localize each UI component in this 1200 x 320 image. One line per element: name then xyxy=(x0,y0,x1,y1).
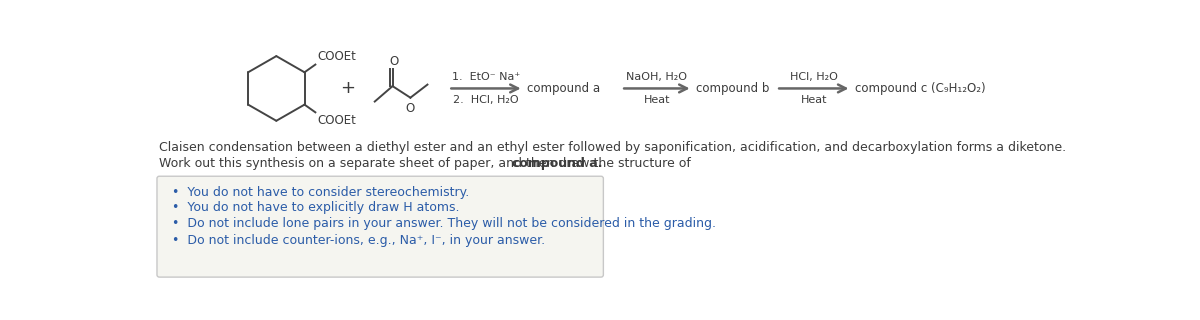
Text: O: O xyxy=(406,101,415,115)
Text: Heat: Heat xyxy=(643,95,670,105)
Text: 1.  EtO⁻ Na⁺: 1. EtO⁻ Na⁺ xyxy=(452,72,520,82)
Text: compound c (C₉H₁₂O₂): compound c (C₉H₁₂O₂) xyxy=(856,82,986,95)
Text: •  You do not have to explicitly draw H atoms.: • You do not have to explicitly draw H a… xyxy=(172,201,460,214)
Text: Heat: Heat xyxy=(800,95,827,105)
Text: compound b: compound b xyxy=(696,82,769,95)
Text: NaOH, H₂O: NaOH, H₂O xyxy=(626,72,688,82)
Text: +: + xyxy=(340,79,355,98)
Text: O: O xyxy=(390,55,398,68)
Text: COOEt: COOEt xyxy=(317,50,355,63)
Text: compound a.: compound a. xyxy=(511,157,602,171)
Text: Work out this synthesis on a separate sheet of paper, and then draw the structur: Work out this synthesis on a separate sh… xyxy=(160,157,695,171)
Text: HCl, H₂O: HCl, H₂O xyxy=(790,72,838,82)
Text: •  Do not include lone pairs in your answer. They will not be considered in the : • Do not include lone pairs in your answ… xyxy=(172,217,715,230)
Text: compound a: compound a xyxy=(528,82,600,95)
Text: 2.  HCl, H₂O: 2. HCl, H₂O xyxy=(454,95,518,105)
Text: COOEt: COOEt xyxy=(317,114,355,127)
Text: Claisen condensation between a diethyl ester and an ethyl ester followed by sapo: Claisen condensation between a diethyl e… xyxy=(160,141,1067,154)
Text: •  Do not include counter-ions, e.g., Na⁺, I⁻, in your answer.: • Do not include counter-ions, e.g., Na⁺… xyxy=(172,235,545,247)
FancyBboxPatch shape xyxy=(157,176,604,277)
Text: •  You do not have to consider stereochemistry.: • You do not have to consider stereochem… xyxy=(172,186,469,199)
